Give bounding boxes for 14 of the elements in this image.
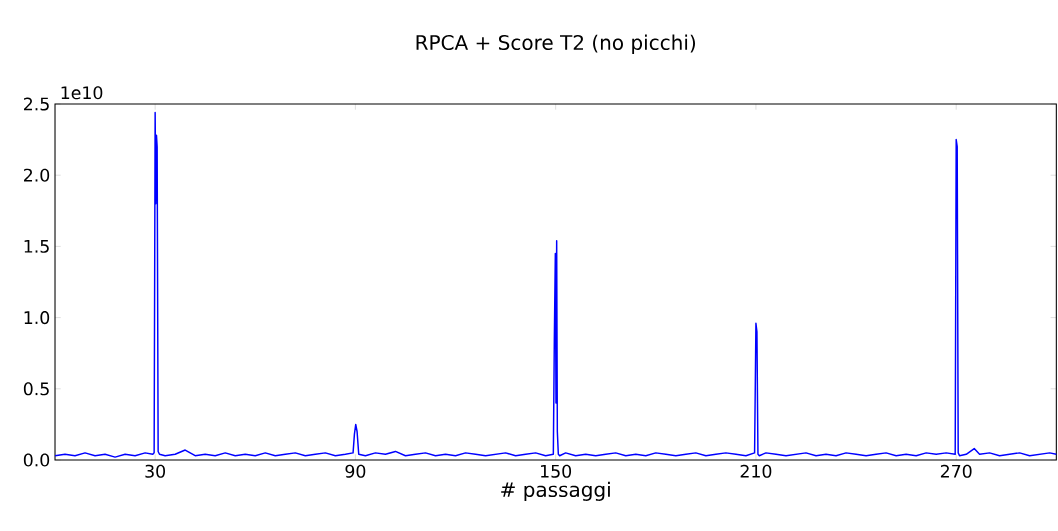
y-tick-label: 2.5 <box>24 97 49 111</box>
x-axis-title: # passaggi <box>501 481 610 501</box>
y-tick-label: 2.0 <box>24 168 50 182</box>
x-tick-label: 150 <box>541 464 572 478</box>
x-tick-label: 270 <box>940 464 972 478</box>
y-tick-label: 0.5 <box>23 382 49 396</box>
text: 1e10 <box>61 86 103 100</box>
y-tick-label: 1.0 <box>24 311 50 325</box>
y-tick-label: 1.5 <box>24 239 49 253</box>
x-tick-label: 210 <box>740 464 772 478</box>
x-tick-label: 30 <box>145 464 166 478</box>
y-tick-label: 0.0 <box>23 453 50 467</box>
x-tick-label: 90 <box>345 464 366 478</box>
chart-title: RPCA + Score T2 (no picchi) <box>416 34 696 54</box>
